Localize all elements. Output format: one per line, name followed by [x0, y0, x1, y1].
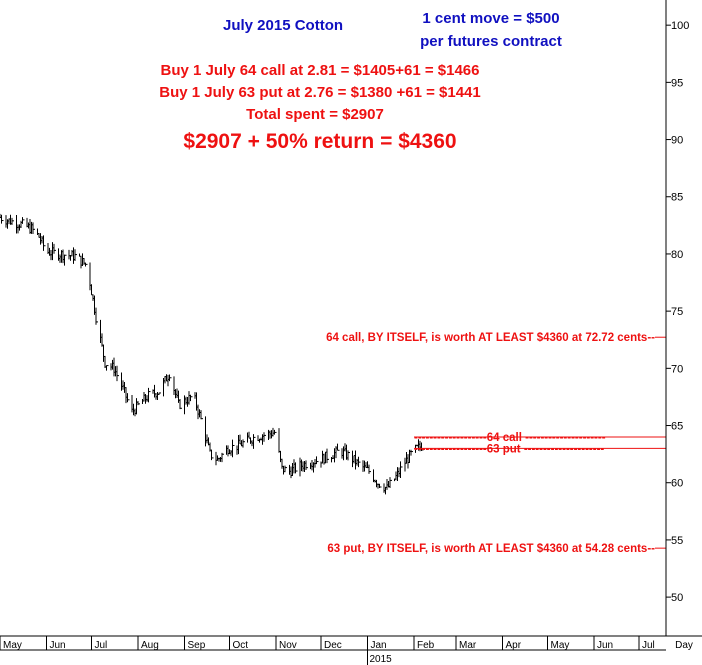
call-worth-note: 64 call, BY ITSELF, is worth AT LEAST $4…: [326, 332, 655, 344]
total-spent-note: Total spent = $2907: [246, 106, 384, 123]
cent-move-note-line2: per futures contract: [420, 33, 562, 50]
y-tick-label: 50: [671, 592, 683, 604]
x-tick-label: Sep: [188, 640, 206, 651]
y-tick-label: 95: [671, 77, 683, 89]
x-tick-label: Jul: [95, 640, 108, 651]
x-axis: May Jun Jul Aug Sep Oct Nov Dec Jan Feb Mar Apr May J…: [0, 635, 702, 665]
year-label: 2015: [370, 654, 393, 665]
x-tick-label: Nov: [279, 640, 297, 651]
x-tick-label: May: [551, 640, 570, 651]
y-tick-label: 90: [671, 135, 683, 147]
y-tick-label: 100: [671, 20, 689, 32]
return-note: $2907 + 50% return = $4360: [183, 130, 456, 153]
y-tick-label: 70: [671, 363, 683, 375]
y-axis: 50 55 60 65 70 75 80 85 90 95 100: [665, 0, 689, 636]
y-tick-label: 85: [671, 192, 683, 204]
chart-title: July 2015 Cotton: [223, 17, 343, 34]
x-tick-label: Dec: [324, 640, 342, 651]
y-tick-label: 60: [671, 478, 683, 490]
x-tick-label: Apr: [506, 640, 522, 651]
buy-put-note: Buy 1 July 63 put at 2.76 = $1380 +61 = …: [159, 84, 480, 101]
y-tick-label: 65: [671, 421, 683, 433]
y-tick-label: 75: [671, 306, 683, 318]
cent-move-note-line1: 1 cent move = $500: [422, 10, 559, 27]
y-tick-label: 55: [671, 535, 683, 547]
x-tick-label: Jan: [371, 640, 387, 651]
day-unit-label: Day: [675, 640, 693, 651]
x-tick-label: Mar: [459, 640, 477, 651]
price-bars-group: [0, 213, 424, 495]
x-tick-label: Jun: [597, 640, 613, 651]
x-tick-label: Oct: [233, 640, 249, 651]
put-worth-note: 63 put, BY ITSELF, is worth AT LEAST $43…: [327, 543, 655, 555]
put-level-label: -------------------63 put --------------…: [414, 443, 604, 455]
x-tick-label: Aug: [141, 640, 159, 651]
level-lines-group: [414, 336, 666, 549]
y-tick-label: 80: [671, 249, 683, 261]
x-tick-label: Jun: [50, 640, 66, 651]
buy-call-note: Buy 1 July 64 call at 2.81 = $1405+61 = …: [161, 62, 480, 79]
x-tick-label: Jul: [642, 640, 655, 651]
x-tick-label: Feb: [417, 640, 435, 651]
call-level-label: -------------------64 call -------------…: [414, 432, 606, 444]
x-tick-label: May: [3, 640, 22, 651]
